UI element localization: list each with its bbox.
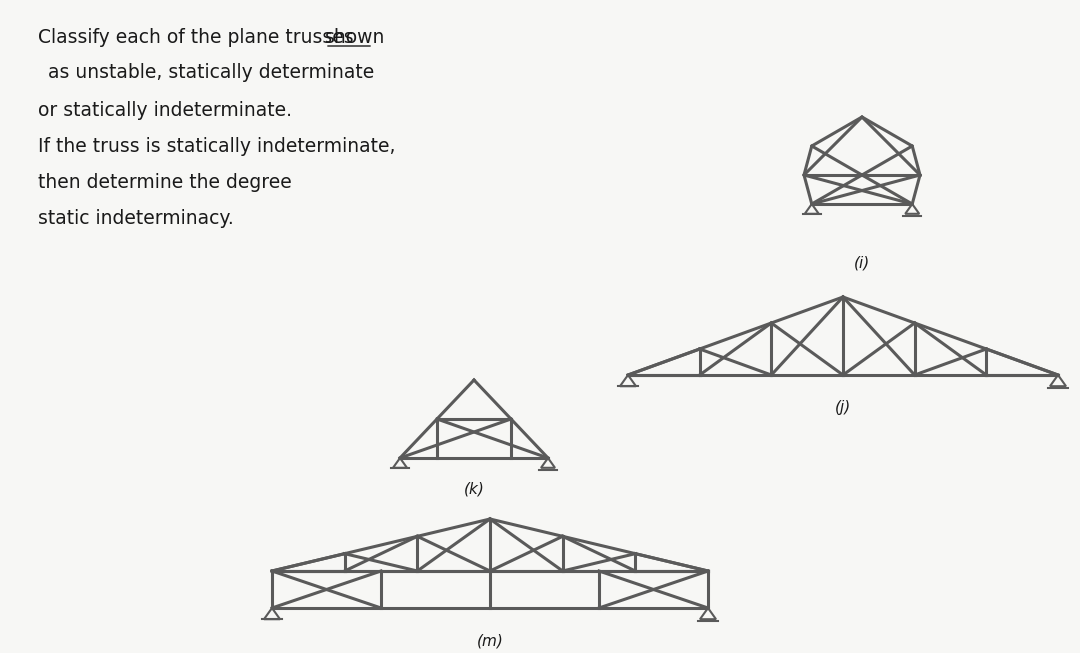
Text: Classify each of the plane trusses: Classify each of the plane trusses: [38, 28, 360, 47]
Text: shown: shown: [325, 28, 386, 47]
Text: then determine the degree: then determine the degree: [38, 173, 292, 192]
Text: (k): (k): [463, 482, 485, 497]
Text: static indeterminacy.: static indeterminacy.: [38, 209, 233, 228]
Text: (m): (m): [476, 633, 503, 648]
Text: (i): (i): [854, 255, 870, 270]
Text: as unstable, statically determinate: as unstable, statically determinate: [48, 63, 375, 82]
Text: If the truss is statically indeterminate,: If the truss is statically indeterminate…: [38, 137, 395, 156]
Text: (j): (j): [835, 400, 851, 415]
Text: or statically indeterminate.: or statically indeterminate.: [38, 101, 292, 120]
